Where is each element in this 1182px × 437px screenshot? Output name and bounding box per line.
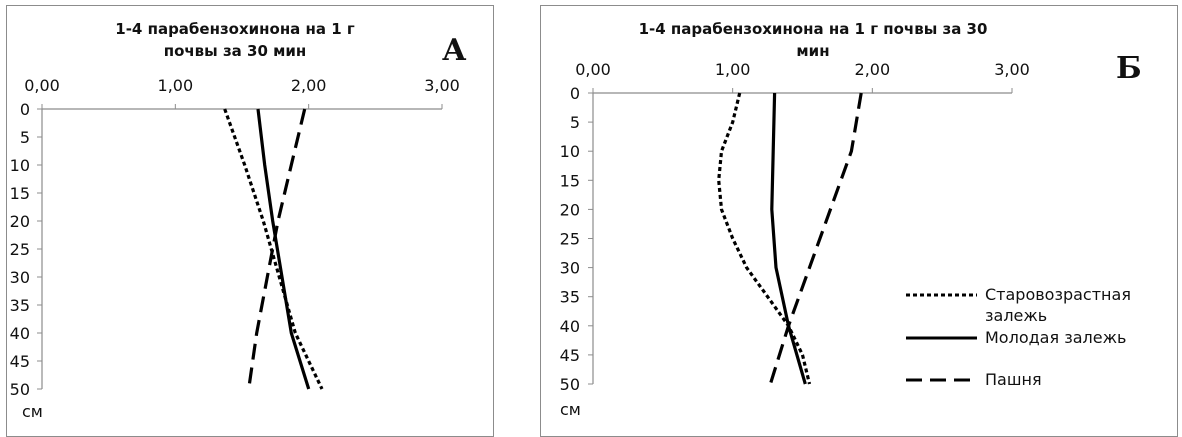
y-tick-label: 45 xyxy=(10,352,30,371)
y-tick-label: 35 xyxy=(560,288,580,307)
y-tick-label: 10 xyxy=(560,142,580,161)
y-tick-label: 35 xyxy=(10,296,30,315)
chart-panel-b: 1-4 парабензохинона на 1 г почвы за 30 м… xyxy=(540,0,1182,437)
y-tick-label: 45 xyxy=(560,346,580,365)
y-tick-label: 0 xyxy=(20,100,30,119)
x-tick-label: 3,00 xyxy=(994,60,1030,79)
y-tick-label: 30 xyxy=(560,259,580,278)
series-line-field xyxy=(768,92,863,385)
y-tick-label: 50 xyxy=(10,380,30,399)
y-tick-label: 0 xyxy=(570,84,580,103)
series-line-young xyxy=(770,92,807,385)
y-tick-label: 5 xyxy=(20,128,30,147)
x-tick-label: 0,00 xyxy=(575,60,611,79)
chart-title-line-1: 1-4 парабензохинона на 1 г xyxy=(115,20,355,38)
y-tick-label: 40 xyxy=(10,324,30,343)
y-tick-label: 15 xyxy=(560,171,580,190)
y-tick-label: 50 xyxy=(560,375,580,394)
x-tick-label: 0,00 xyxy=(24,76,60,95)
chart-b-svg: 1-4 парабензохинона на 1 г почвы за 30 м… xyxy=(560,20,1142,419)
legend-label-young: Молодая залежь xyxy=(985,328,1126,347)
series-line-young xyxy=(256,108,311,390)
chart-frame xyxy=(540,5,1178,437)
y-tick-label: 25 xyxy=(10,240,30,259)
y-tick-label: 10 xyxy=(10,156,30,175)
x-tick-label: 3,00 xyxy=(424,76,460,95)
y-axis-unit-label: см xyxy=(22,402,43,421)
legend-label-old: залежь xyxy=(985,306,1047,325)
y-tick-label: 15 xyxy=(10,184,30,203)
y-tick-label: 5 xyxy=(570,113,580,132)
legend-label-field: Пашня xyxy=(985,370,1042,389)
y-axis-unit-label: см xyxy=(560,400,581,419)
series-line-old xyxy=(223,108,324,390)
legend-label-old: Старовозрастная xyxy=(985,285,1131,304)
chart-title-line-2: мин xyxy=(796,42,829,60)
series-line-old xyxy=(717,92,812,385)
y-tick-label: 20 xyxy=(560,200,580,219)
chart-title-line-1: 1-4 парабензохинона на 1 г почвы за 30 xyxy=(639,20,988,38)
chart-title-line-2: почвы за 30 мин xyxy=(164,42,307,60)
panel-label: А xyxy=(442,33,467,68)
y-tick-label: 25 xyxy=(560,230,580,249)
chart-frame xyxy=(6,5,494,437)
x-tick-label: 1,00 xyxy=(158,76,194,95)
panel-label: Б xyxy=(1116,51,1142,86)
chart-a-svg: 1-4 парабензохинона на 1 г почвы за 30 м… xyxy=(10,20,467,421)
x-tick-label: 1,00 xyxy=(715,60,751,79)
y-tick-label: 20 xyxy=(10,212,30,231)
y-tick-label: 40 xyxy=(560,317,580,336)
x-tick-label: 2,00 xyxy=(855,60,891,79)
y-tick-label: 30 xyxy=(10,268,30,287)
chart-panel-a: 1-4 парабензохинона на 1 г почвы за 30 м… xyxy=(0,0,497,437)
x-tick-label: 2,00 xyxy=(291,76,327,95)
